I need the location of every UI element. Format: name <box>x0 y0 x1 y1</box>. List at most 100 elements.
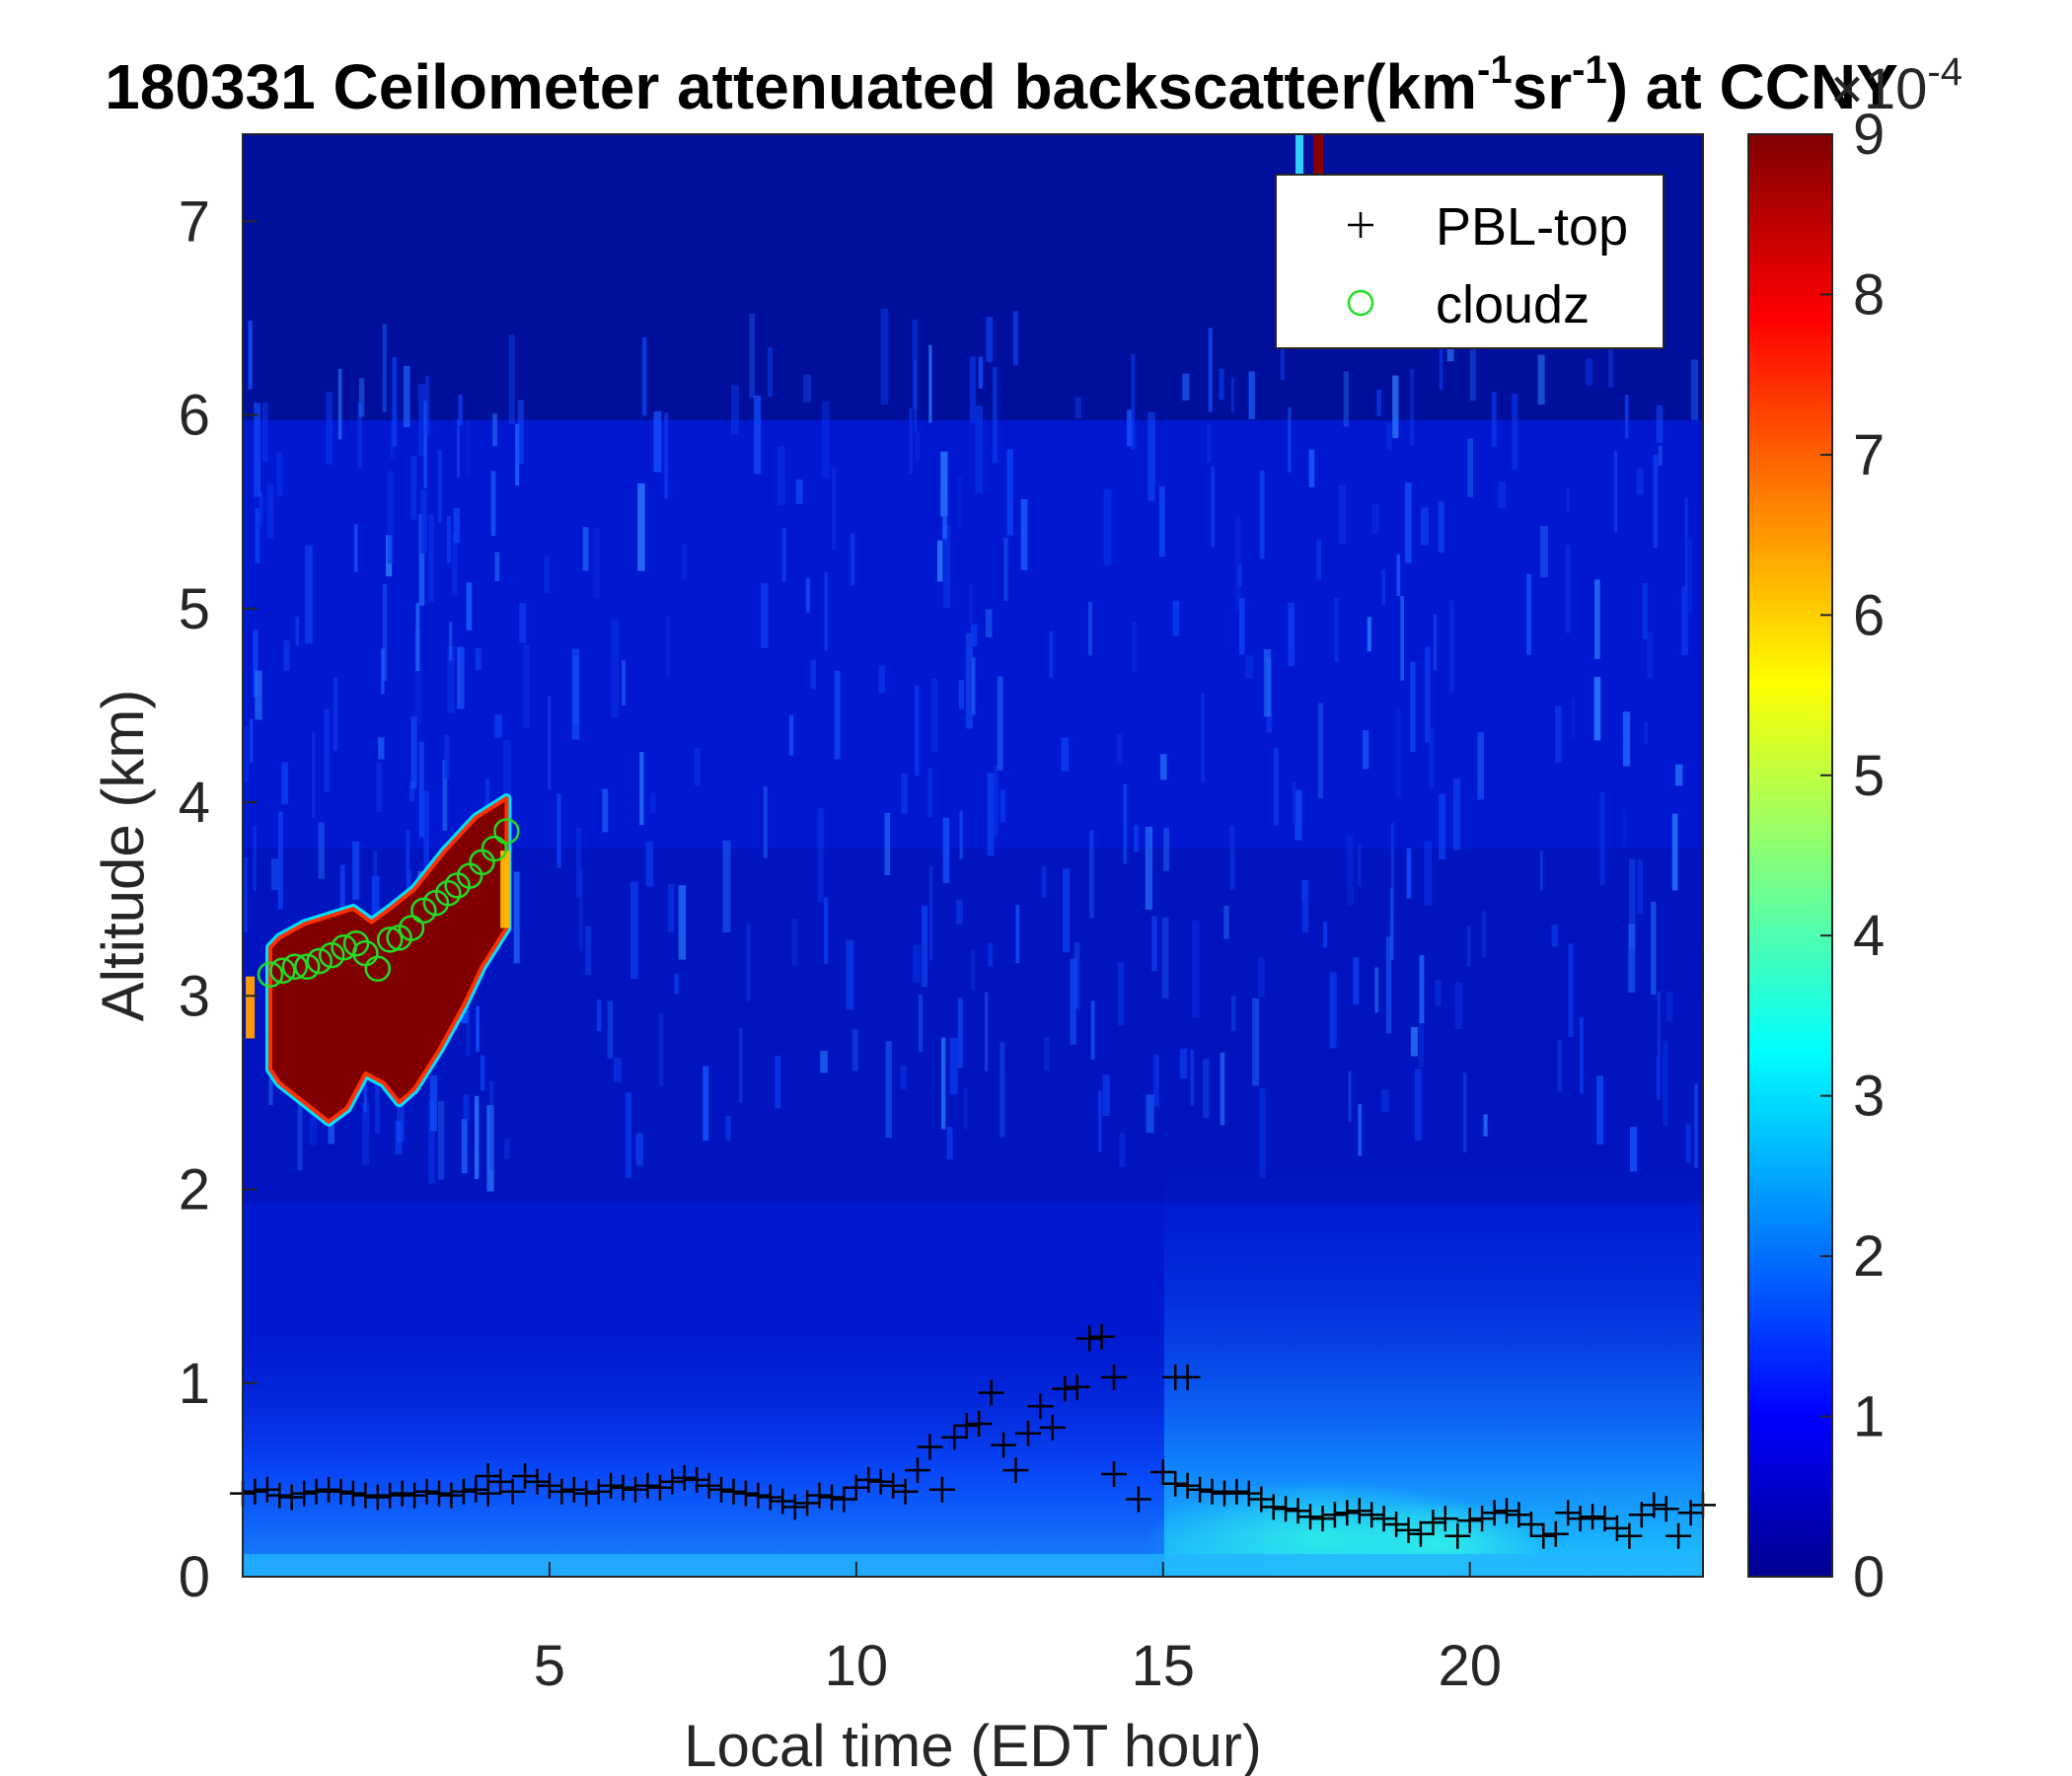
colorbar: 0 1 2 3 4 5 6 7 8 9 ×10-4 <box>1747 50 1962 1609</box>
pbl-top-point <box>1395 1517 1422 1543</box>
pbl-top-point <box>402 1482 428 1509</box>
pbl-top-point <box>266 1482 293 1509</box>
legend-entry-cloudz: cloudz <box>1347 275 1590 334</box>
colorbar-tick-label: 8 <box>1853 262 1885 327</box>
pbl-top-point <box>1235 1480 1262 1507</box>
pbl-top-point <box>1407 1520 1434 1547</box>
pbl-top-point <box>1542 1520 1569 1547</box>
pbl-top-point <box>1101 1461 1127 1487</box>
y-axis: 0 1 2 3 4 5 6 7 <box>179 189 258 1609</box>
colorbar-tick-label: 5 <box>1853 744 1885 808</box>
colorbar-tick-label: 2 <box>1853 1224 1885 1289</box>
legend: PBL-top cloudz <box>1275 174 1665 349</box>
pbl-top-point <box>659 1468 686 1495</box>
pbl-top-point <box>426 1480 452 1507</box>
pbl-top-point <box>634 1472 661 1499</box>
pbl-top-point <box>855 1466 882 1493</box>
pbl-top-point <box>512 1463 539 1489</box>
pbl-top-point <box>781 1494 808 1520</box>
pbl-top-point <box>708 1476 734 1503</box>
pbl-top-point <box>278 1484 305 1511</box>
pbl-top-point <box>499 1478 526 1505</box>
pbl-top-point <box>1665 1522 1692 1549</box>
pbl-top-point <box>1039 1414 1066 1441</box>
pbl-top-point <box>1002 1457 1029 1484</box>
pbl-top-point <box>413 1478 440 1505</box>
pbl-top-point <box>892 1478 919 1505</box>
pbl-top-point <box>585 1478 612 1505</box>
colorbar-tick-label: 9 <box>1853 103 1885 167</box>
pbl-top-point <box>1285 1498 1311 1524</box>
pbl-top-point <box>1334 1500 1361 1526</box>
y-tick-label: 3 <box>179 964 210 1028</box>
pbl-top-point <box>1125 1486 1151 1513</box>
legend-plus-marker <box>1348 212 1373 238</box>
cloudz-point <box>281 953 309 981</box>
pbl-top-point <box>339 1480 366 1507</box>
pbl-top-point <box>1162 1470 1189 1497</box>
colorbar-tick-label: 3 <box>1853 1065 1885 1129</box>
pbl-top-point <box>352 1482 379 1509</box>
y-tick-label: 7 <box>179 189 210 254</box>
pbl-top-point <box>757 1484 783 1511</box>
pbl-top-point <box>560 1476 587 1503</box>
pbl-top-point <box>928 1476 955 1503</box>
x-tick-label: 15 <box>1132 1634 1196 1698</box>
pbl-top-point <box>941 1424 968 1450</box>
colorbar-gradient <box>1747 133 1833 1578</box>
pbl-top-point <box>524 1468 551 1495</box>
pbl-top-point <box>1567 1506 1593 1532</box>
x-tick-label: 5 <box>534 1634 565 1698</box>
pbl-top-point <box>991 1432 1017 1458</box>
pbl-top-point <box>1555 1500 1582 1526</box>
cloudz-point <box>257 961 284 988</box>
pbl-top-point <box>1444 1522 1471 1549</box>
pbl-top-point <box>1530 1522 1557 1549</box>
colorbar-tick-label: 1 <box>1853 1385 1885 1449</box>
x-axis-label: Local time (EDT hour) <box>684 1713 1262 1776</box>
pbl-top-point <box>745 1482 772 1509</box>
pbl-top-point <box>438 1482 465 1509</box>
y-tick-label: 5 <box>179 577 210 641</box>
pbl-top-point <box>684 1466 710 1493</box>
pbl-top-point <box>389 1480 415 1507</box>
cloudz-point <box>376 926 404 953</box>
cloudz-point <box>342 930 370 957</box>
pbl-top-point <box>646 1474 673 1501</box>
pbl-top-point <box>598 1472 625 1499</box>
pbl-top-point <box>1088 1323 1115 1350</box>
pbl-top-point <box>1481 1500 1508 1526</box>
x-axis: 5 10 15 20 <box>534 1562 1502 1698</box>
colorbar-exponent: ×10-4 <box>1830 50 1962 121</box>
pbl-top-point <box>1616 1522 1643 1549</box>
pbl-top-point <box>291 1480 318 1507</box>
pbl-top-point <box>1321 1502 1348 1528</box>
pbl-top-point <box>450 1478 477 1505</box>
pbl-top-point <box>1174 1364 1201 1390</box>
pbl-top-point <box>1641 1492 1667 1518</box>
pbl-top-point <box>1212 1480 1237 1507</box>
cloudz-point <box>435 880 462 907</box>
pbl-top-point <box>573 1480 600 1507</box>
y-axis-label: Altitude (km) <box>90 690 156 1022</box>
pbl-top-point <box>1273 1496 1299 1522</box>
pbl-top-point <box>549 1478 575 1505</box>
pbl-top-point <box>880 1472 907 1499</box>
legend-box <box>1275 174 1665 349</box>
legend-label-pbl-top: PBL-top <box>1436 197 1628 257</box>
pbl-top-point <box>1187 1476 1214 1503</box>
cloudz-point <box>294 953 321 981</box>
pbl-top-point <box>316 1476 342 1503</box>
colorbar-tick-label: 6 <box>1853 583 1885 647</box>
y-tick-label: 0 <box>179 1545 210 1609</box>
pbl-top-point <box>1580 1504 1606 1530</box>
pbl-top-point <box>536 1472 562 1499</box>
cloudz-point <box>364 955 392 983</box>
pbl-top-point <box>1517 1512 1544 1537</box>
pbl-top-point <box>978 1379 1004 1406</box>
pbl-top-point <box>953 1412 980 1439</box>
colorbar-tick-label: 7 <box>1853 423 1885 487</box>
pbl-top-point <box>831 1486 857 1513</box>
colorbar-tick-label: 4 <box>1853 904 1885 968</box>
pbl-top-point <box>1027 1393 1054 1420</box>
